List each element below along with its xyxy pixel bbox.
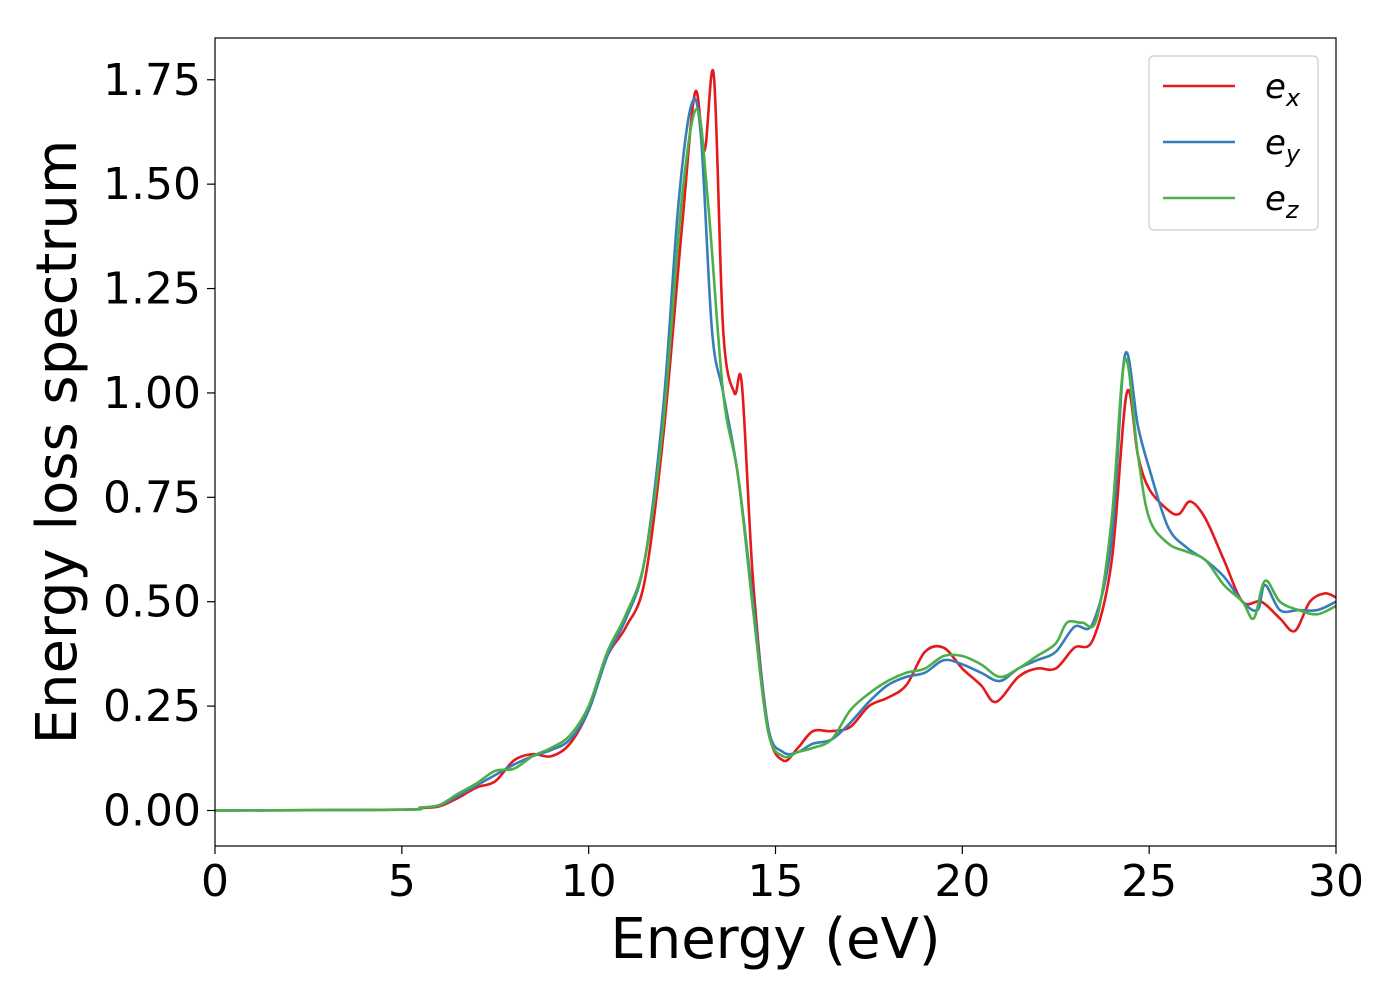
- y-tick-label: 0.75: [103, 472, 201, 523]
- y-tick-label: 0.50: [103, 577, 201, 628]
- x-tick-label: 20: [934, 856, 990, 907]
- y-tick-label: 1.75: [103, 55, 201, 106]
- y-tick-label: 0.25: [103, 681, 201, 732]
- x-axis: 0 5 10 15 20 25 30: [201, 846, 1364, 907]
- x-tick-label: 0: [201, 856, 229, 907]
- y-axis-label: Energy loss spectrum: [25, 140, 90, 745]
- y-tick-label: 1.25: [103, 264, 201, 315]
- x-tick-label: 5: [388, 856, 416, 907]
- x-tick-label: 10: [561, 856, 617, 907]
- x-tick-label: 15: [748, 856, 804, 907]
- x-tick-label: 30: [1308, 856, 1364, 907]
- y-tick-label: 1.00: [103, 368, 201, 419]
- x-tick-label: 25: [1121, 856, 1177, 907]
- y-tick-label: 1.50: [103, 159, 201, 210]
- series-line-e-z: [214, 107, 1337, 812]
- x-axis-label: Energy (eV): [610, 907, 940, 972]
- series-line-e-x: [214, 69, 1337, 812]
- legend-label-z: ez: [1265, 179, 1300, 224]
- legend-label-x: ex: [1265, 67, 1301, 112]
- y-axis: 0.00 0.25 0.50 0.75 1.00 1.25 1.50 1.75: [103, 55, 215, 837]
- legend: ex ey ez: [1148, 55, 1319, 231]
- y-tick-label: 0.00: [103, 786, 201, 837]
- series-layer: [214, 69, 1337, 812]
- legend-label-y: ey: [1265, 123, 1301, 168]
- series-line-e-y: [214, 97, 1337, 812]
